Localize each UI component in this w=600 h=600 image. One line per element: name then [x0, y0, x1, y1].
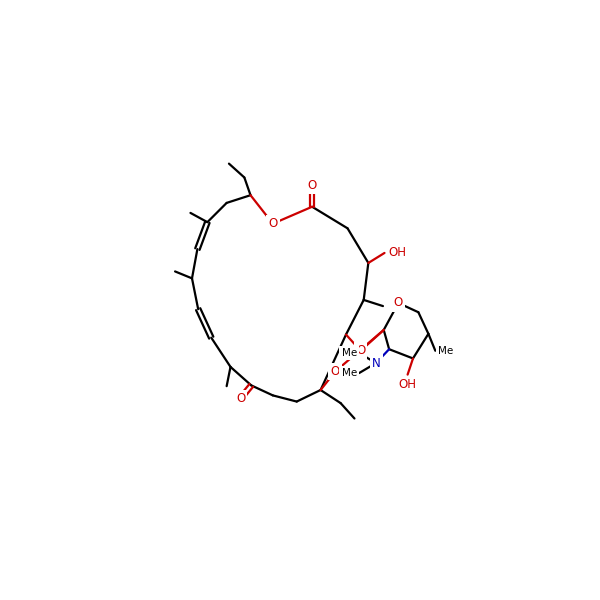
Text: O: O — [394, 296, 403, 310]
Text: OH: OH — [398, 379, 416, 391]
Text: O: O — [236, 392, 245, 405]
Text: Me: Me — [437, 346, 453, 356]
Text: Me: Me — [341, 368, 357, 378]
Text: O: O — [356, 344, 365, 357]
Text: O: O — [268, 217, 277, 230]
Text: Me: Me — [341, 348, 357, 358]
Text: N: N — [371, 356, 380, 370]
Text: O: O — [307, 179, 317, 191]
Text: O: O — [331, 365, 340, 378]
Text: OH: OH — [388, 247, 406, 259]
